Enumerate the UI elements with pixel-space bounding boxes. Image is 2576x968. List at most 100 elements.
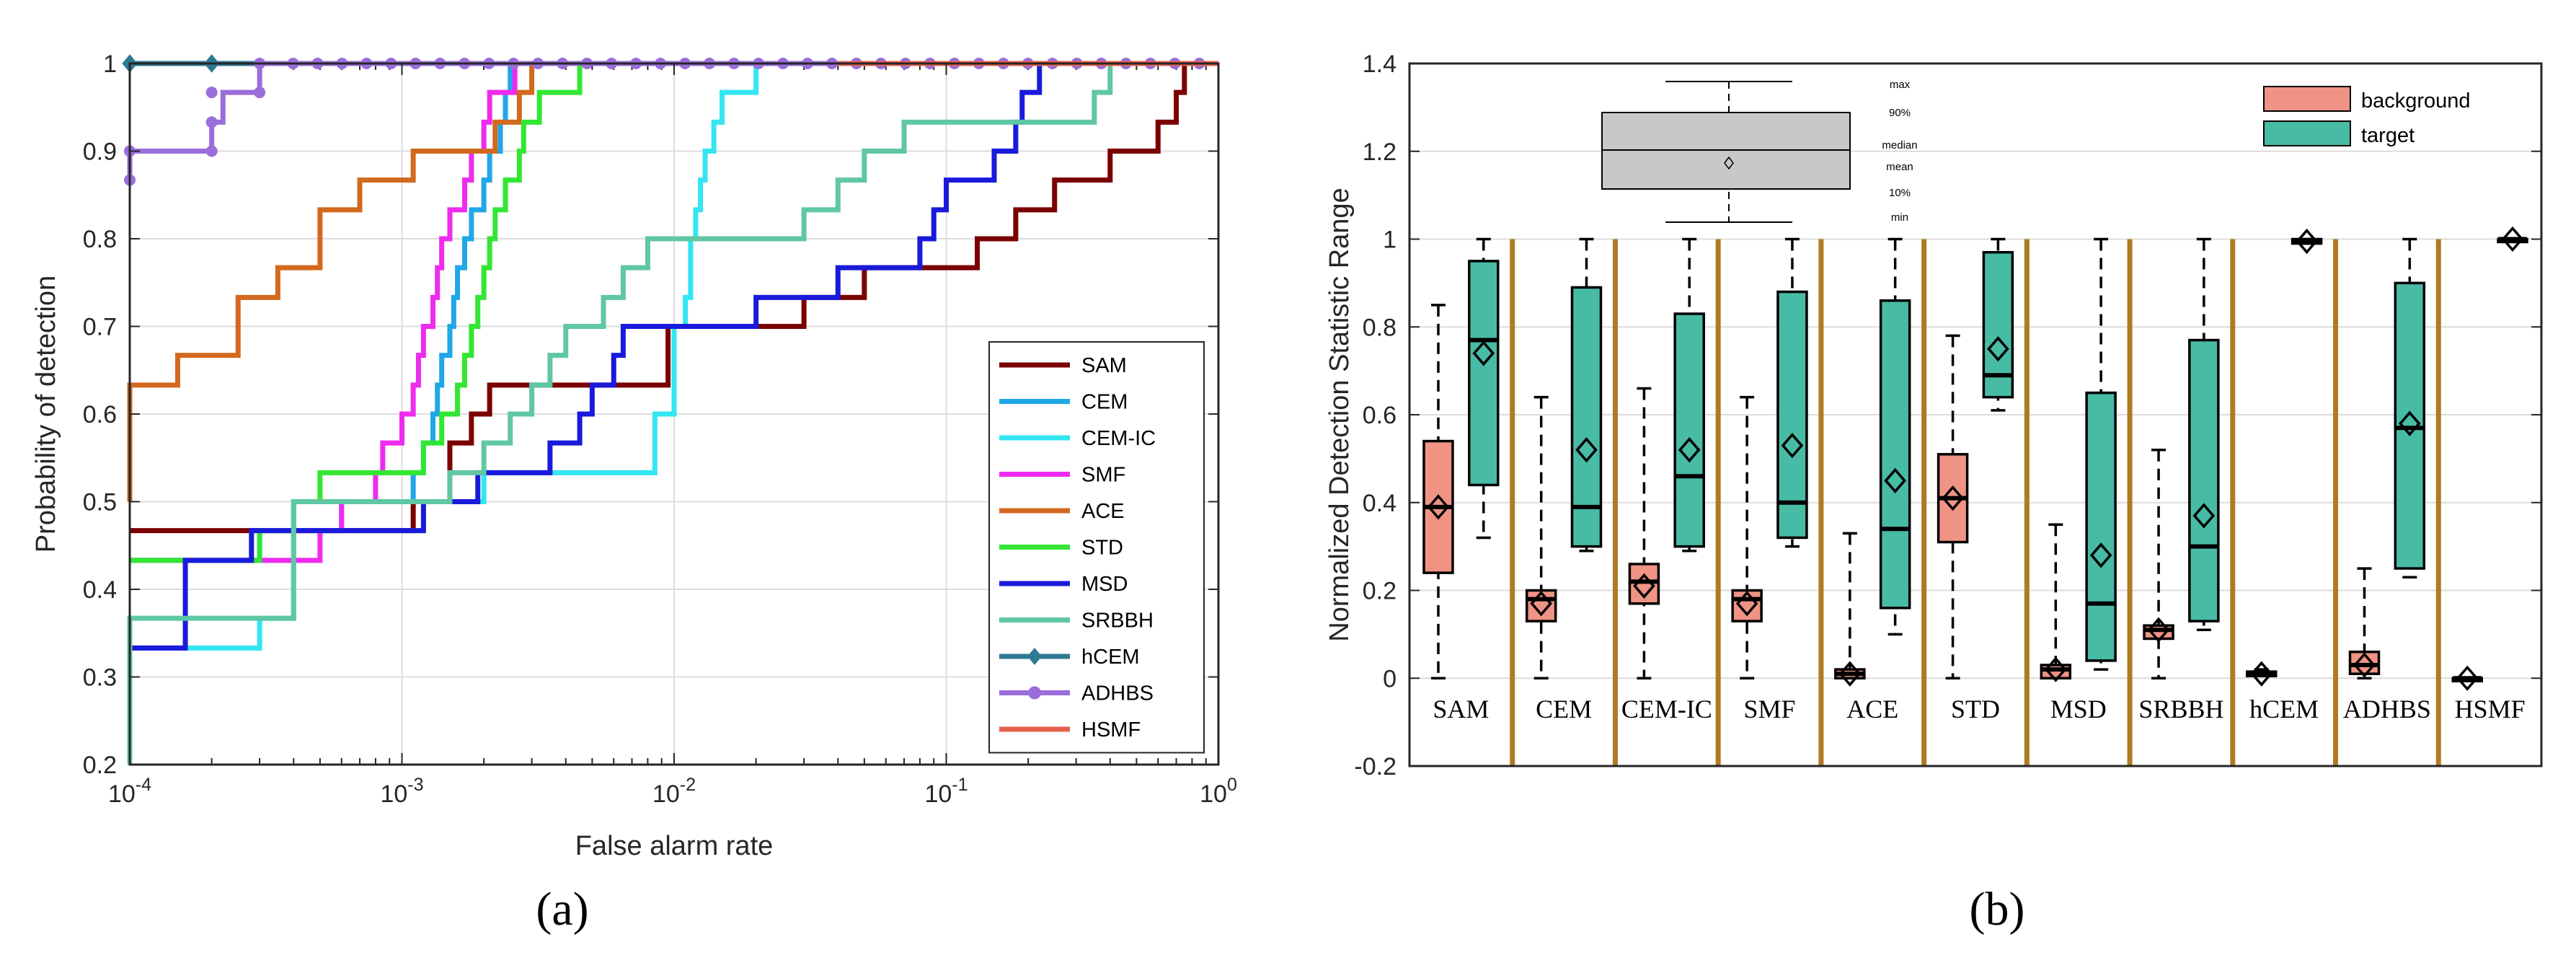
tick-label-y: 1.4	[1363, 50, 1397, 78]
tick-label-y: 0.5	[83, 489, 117, 516]
mean-marker-background	[2456, 665, 2479, 691]
mean-marker-target	[2398, 410, 2421, 436]
tick-label-x: 10-3	[380, 775, 423, 808]
group-label-SRBBH: SRBBH	[2138, 695, 2223, 723]
legend-swatch-target	[2263, 120, 2351, 146]
tick-label-y: 0.2	[1363, 578, 1397, 605]
marker-circle-ADHBS	[205, 145, 218, 157]
legend-swatch-background	[2263, 86, 2351, 112]
y-axis-label: Probability of detection	[31, 276, 61, 553]
mean-marker-target	[2089, 542, 2112, 568]
mean-marker-target	[2296, 228, 2318, 255]
series-line-ADHBS	[127, 61, 1218, 180]
key-label: min	[1891, 211, 1908, 224]
mean-marker-target	[2501, 226, 2524, 252]
legend-label-ADHBS: ADHBS	[1081, 682, 1154, 705]
box-target-CEM-IC	[1673, 312, 1705, 548]
legend-marker-hCEM	[1027, 648, 1042, 665]
group-label-SMF: SMF	[1744, 695, 1796, 723]
group-label-hCEM: hCEM	[2249, 695, 2319, 723]
group-label-STD: STD	[1951, 695, 2000, 723]
box-background-SMF	[1731, 589, 1763, 622]
tick-label-x: 10-1	[924, 775, 968, 808]
legend-label-SRBBH: SRBBH	[1081, 610, 1154, 633]
caption-b: (b)	[1970, 883, 2025, 936]
series-line-STD	[130, 61, 1218, 563]
tick-label-y: 0.8	[83, 226, 117, 253]
mean-marker-target	[1781, 432, 1804, 459]
mean-marker-background	[2250, 661, 2273, 687]
key-mean-marker	[1724, 156, 1734, 170]
mean-marker-background	[1427, 494, 1450, 520]
legend-label-MSD: MSD	[1081, 573, 1128, 596]
box-target-ADHBS	[2394, 281, 2426, 570]
mean-marker-target	[1472, 340, 1495, 366]
legend-label-CEM-IC: CEM-IC	[1081, 427, 1156, 450]
key-label: 10%	[1889, 187, 1911, 199]
box-target-SAM	[1468, 260, 1500, 487]
legend-marker-ADHBS	[1028, 686, 1041, 700]
box-target-SMF	[1776, 290, 1808, 540]
marker-circle-ADHBS	[205, 116, 218, 128]
tick-label-y: 0.4	[1363, 490, 1397, 517]
caption-a: (a)	[536, 883, 588, 936]
mean-marker-background	[1530, 591, 1553, 617]
x-axis-label: False alarm rate	[575, 831, 774, 861]
mean-marker-target	[1987, 336, 2009, 362]
series-line-ACE	[127, 61, 1218, 502]
tick-label-y: 0.2	[83, 752, 117, 779]
legend-label-background: background	[2361, 89, 2471, 113]
box-target-MSD	[2085, 391, 2117, 662]
legend-label-SAM: SAM	[1081, 354, 1127, 377]
roc-chart: 0.2 0.3 0.4 0.5 0.6 0.7 0.8 0.9 1 10-4 10-3 10-2 10-…	[31, 50, 1237, 861]
mean-marker-target	[1884, 467, 1906, 493]
y-axis-label: Normalized Detection Statistic Range	[1324, 188, 1355, 641]
tick-label-y: 0	[1383, 665, 1397, 692]
tick-label-x: 10-4	[108, 775, 151, 808]
box-target-STD	[1982, 251, 2014, 399]
tick-label-y: 0.7	[83, 314, 117, 341]
mean-marker-target	[1575, 437, 1598, 463]
tick-label-x: 100	[1200, 775, 1237, 808]
group-label-CEM: CEM	[1536, 695, 1592, 723]
series-line-CEM	[130, 61, 1218, 563]
series-line-SRBBH	[127, 61, 1218, 765]
mean-marker-background	[1942, 485, 1964, 511]
box-background-SRBBH	[2143, 624, 2174, 641]
tick-label-y: 0.6	[83, 401, 117, 428]
key-label: median	[1882, 139, 1917, 151]
mean-marker-target	[2192, 503, 2216, 529]
box-target-SRBBH	[2188, 338, 2220, 622]
legend-label-SMF: SMF	[1081, 464, 1125, 487]
marker-circle-ADHBS	[254, 87, 266, 99]
group-label-CEM-IC: CEM-IC	[1621, 695, 1712, 723]
tick-label-y: 0.4	[83, 576, 117, 604]
group-label-MSD: MSD	[2050, 695, 2107, 723]
legend-label-HSMF: HSMF	[1081, 718, 1141, 742]
tick-label-y: 0.3	[83, 664, 117, 692]
marker-circle-ADHBS	[205, 87, 218, 99]
key-label: max	[1890, 79, 1911, 91]
mean-marker-background	[1838, 661, 1862, 687]
legend-label-ACE: ACE	[1081, 500, 1125, 523]
legend-label-target: target	[2361, 124, 2415, 147]
mean-marker-target	[1678, 437, 1701, 463]
legend-label-hCEM: hCEM	[1081, 646, 1140, 669]
legend-label-STD: STD	[1081, 537, 1123, 560]
box-background-CEM	[1525, 589, 1557, 622]
mean-marker-background	[2147, 617, 2170, 643]
group-label-ACE: ACE	[1846, 695, 1898, 723]
mean-marker-background	[1633, 573, 1655, 599]
tick-label-y: 0.6	[1363, 402, 1397, 429]
box-target-ACE	[1879, 299, 1911, 610]
box-chart: SAM CEM CEM-IC SMF ACE STD MSD SRBBH hCEM ADHBS HS…	[1324, 50, 2543, 780]
mean-marker-background	[1735, 591, 1758, 617]
box-target-CEM	[1570, 286, 1603, 548]
box-background-MSD	[2040, 664, 2072, 679]
tick-label-y: -0.2	[1354, 753, 1397, 780]
tick-label-y: 1	[103, 50, 117, 78]
group-label-HSMF: HSMF	[2455, 695, 2526, 723]
tick-label-y: 0.9	[83, 138, 117, 166]
key-label: mean	[1886, 161, 1913, 173]
